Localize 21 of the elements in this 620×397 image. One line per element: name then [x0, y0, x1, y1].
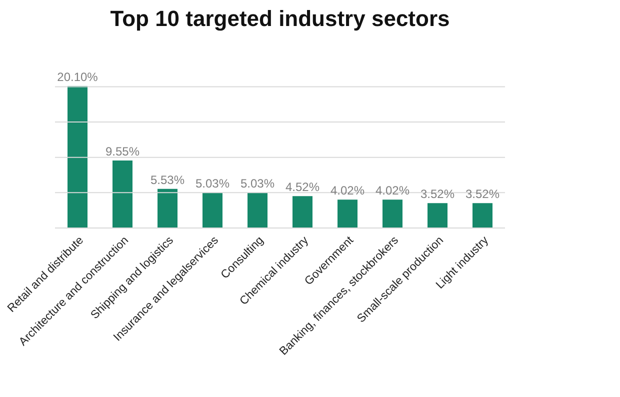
data-label: 3.52%	[420, 187, 455, 202]
chart-title: Top 10 targeted industry sectors	[110, 6, 450, 31]
data-label: 4.02%	[375, 184, 410, 198]
data-label: 4.02%	[330, 184, 365, 198]
bar	[202, 192, 222, 228]
bar	[112, 160, 132, 228]
data-label: 9.55%	[105, 144, 140, 159]
data-label: 3.52%	[465, 187, 500, 202]
data-label: 5.53%	[150, 172, 185, 187]
data-label: 5.03%	[240, 176, 275, 190]
data-label: 5.03%	[195, 176, 230, 190]
bar	[248, 192, 268, 228]
bar	[68, 86, 88, 228]
bar	[292, 196, 312, 228]
bar	[472, 203, 492, 228]
bar	[158, 188, 178, 228]
bar	[338, 200, 358, 228]
data-label: 20.10%	[57, 70, 98, 84]
data-label: 4.52%	[285, 180, 320, 194]
bar	[428, 203, 448, 228]
bar	[382, 200, 402, 228]
